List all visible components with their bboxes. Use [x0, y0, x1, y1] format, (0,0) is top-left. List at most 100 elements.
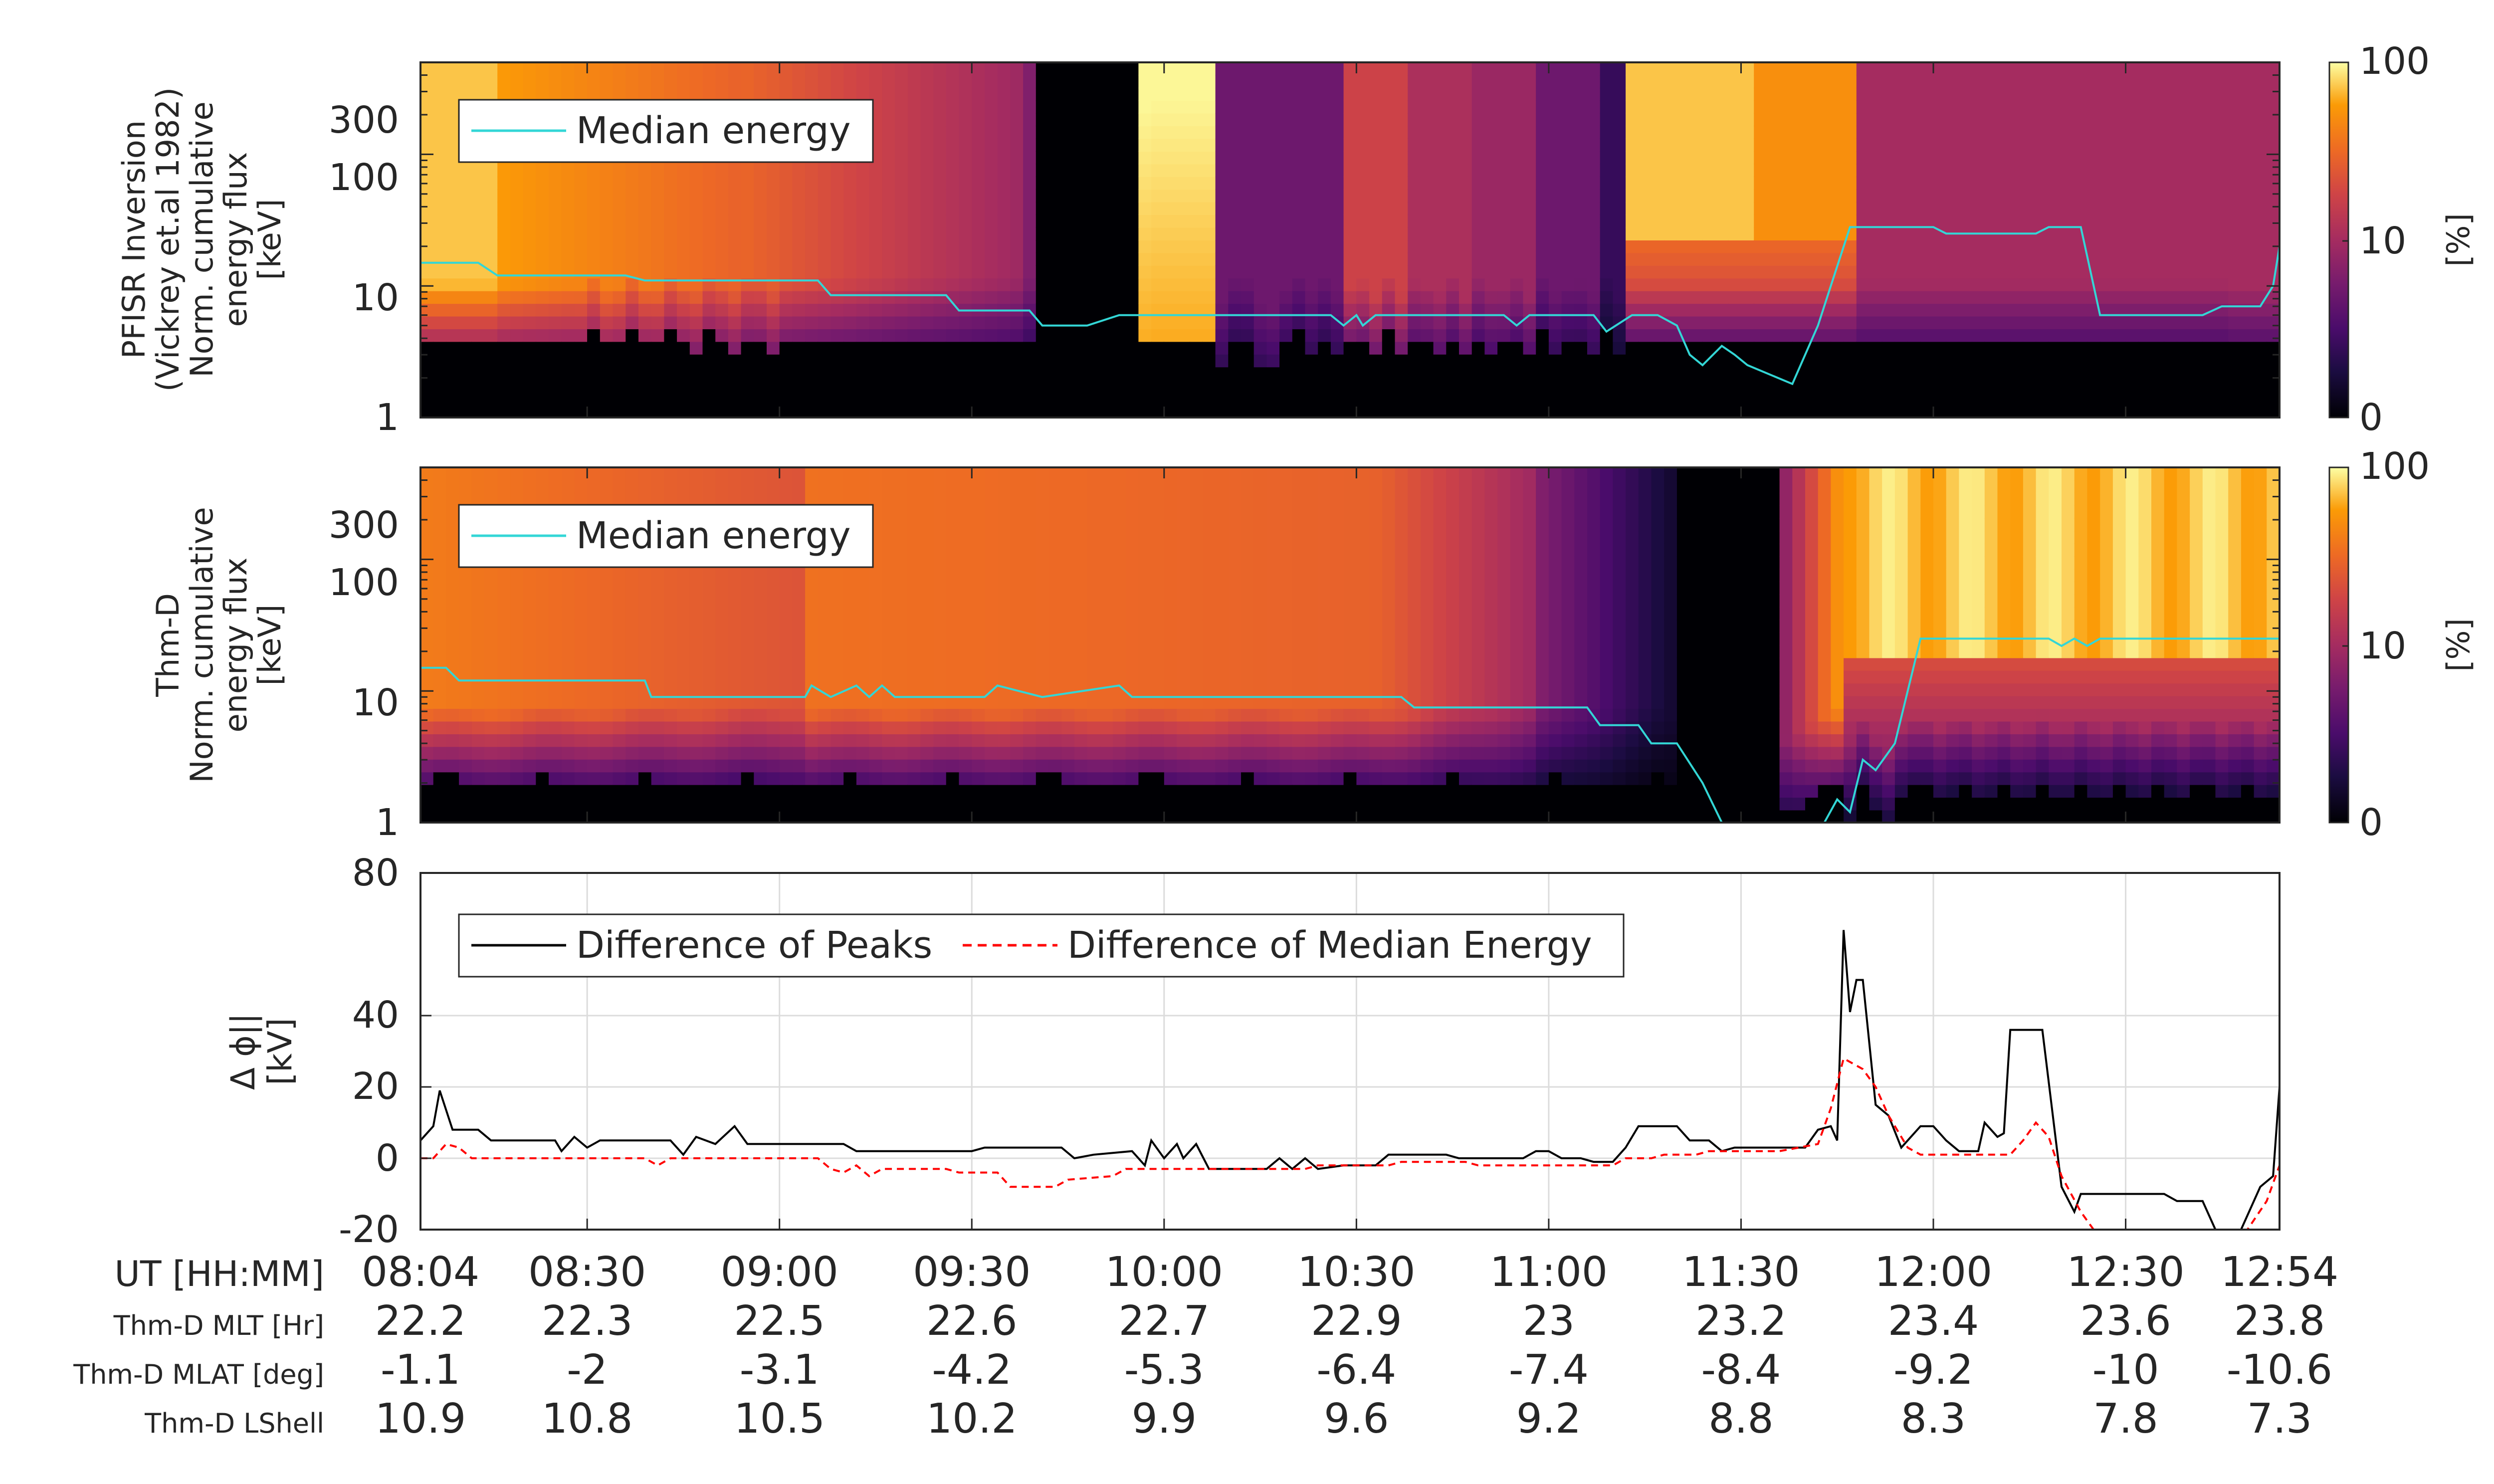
- heatmap-cell: [2010, 303, 2024, 317]
- heatmap-cell: [1907, 354, 1921, 368]
- heatmap-cell: [2010, 75, 2024, 88]
- heatmap-cell: [1766, 138, 1780, 152]
- heatmap-cell: [1626, 290, 1639, 304]
- heatmap-cell: [1626, 189, 1639, 203]
- heatmap-cell: [420, 797, 434, 811]
- heatmap-cell: [1510, 62, 1524, 76]
- heatmap-cell: [2010, 252, 2024, 266]
- heatmap-cell: [1100, 329, 1113, 342]
- heatmap-cell: [1676, 379, 1690, 393]
- heatmap-cell: [741, 492, 755, 506]
- heatmap-cell: [2049, 214, 2062, 228]
- heatmap-cell: [1844, 151, 1857, 165]
- heatmap-cell: [433, 367, 447, 380]
- heatmap-cell: [2062, 278, 2075, 291]
- heatmap-cell: [613, 367, 626, 380]
- heatmap-cell: [1356, 303, 1370, 317]
- heatmap-cell: [1241, 278, 1254, 291]
- heatmap-cell: [933, 151, 947, 165]
- heatmap-cell: [459, 87, 472, 101]
- heatmap-cell: [459, 492, 472, 506]
- heatmap-cell: [1356, 100, 1370, 114]
- heatmap-cell: [728, 202, 742, 215]
- heatmap-cell: [459, 202, 472, 215]
- heatmap-cell: [1164, 113, 1178, 127]
- heatmap-cell: [2241, 62, 2255, 76]
- heatmap-cell: [1382, 392, 1396, 406]
- heatmap-cell: [1023, 87, 1037, 101]
- heatmap-cell: [1164, 367, 1178, 380]
- heatmap-cell: [702, 405, 716, 418]
- heatmap-cell: [1202, 290, 1216, 304]
- heatmap-cell: [1202, 265, 1216, 279]
- heatmap-cell: [1676, 252, 1690, 266]
- heatmap-cell: [433, 620, 447, 633]
- heatmap-cell: [818, 392, 831, 406]
- heatmap-cell: [1151, 100, 1165, 114]
- heatmap-cell: [1984, 405, 1998, 418]
- heatmap-cell: [754, 164, 767, 177]
- heatmap-cell: [972, 164, 985, 177]
- heatmap-cell: [2100, 329, 2113, 342]
- heatmap-cell: [677, 354, 690, 368]
- heatmap-cell: [446, 569, 460, 582]
- heatmap-cell: [2254, 202, 2268, 215]
- heatmap-cell: [664, 607, 678, 621]
- heatmap-cell: [1292, 252, 1306, 266]
- heatmap-cell: [651, 594, 665, 608]
- heatmap-cell: [741, 772, 755, 785]
- heatmap-cell: [1779, 354, 1793, 368]
- heatmap-cell: [1523, 329, 1537, 342]
- heatmap-cell: [1728, 126, 1742, 139]
- heatmap-cell: [433, 265, 447, 279]
- heatmap-cell: [754, 670, 767, 684]
- heatmap-cell: [831, 227, 844, 240]
- heatmap-cell: [779, 252, 793, 266]
- heatmap-cell: [805, 252, 819, 266]
- heatmap-cell: [715, 670, 729, 684]
- heatmap-cell: [2151, 214, 2165, 228]
- heatmap-cell: [536, 594, 549, 608]
- heatmap-cell: [1728, 113, 1742, 127]
- heatmap-cell: [1202, 164, 1216, 177]
- heatmap-cell: [997, 392, 1011, 406]
- heatmap-cell: [2241, 87, 2255, 101]
- heatmap-cell: [1023, 290, 1037, 304]
- heatmap-cell: [638, 695, 652, 709]
- heatmap-cell: [1882, 405, 1895, 418]
- heatmap-cell: [1959, 265, 1973, 279]
- heatmap-cell: [2023, 252, 2037, 266]
- heatmap-cell: [664, 367, 678, 380]
- heatmap-cell: [433, 316, 447, 329]
- heatmap-cell: [497, 620, 511, 633]
- heatmap-cell: [882, 62, 895, 76]
- heatmap-cell: [1651, 202, 1665, 215]
- heatmap-cell: [1138, 227, 1152, 240]
- heatmap-cell: [1253, 227, 1267, 240]
- heatmap-cell: [728, 620, 742, 633]
- heatmap-cell: [651, 632, 665, 645]
- heatmap-cell: [1805, 87, 1819, 101]
- heatmap-cell: [1471, 75, 1485, 88]
- heatmap-cell: [433, 290, 447, 304]
- heatmap-cell: [1920, 329, 1934, 342]
- heatmap-cell: [1471, 87, 1485, 101]
- heatmap-cell: [1869, 341, 1883, 355]
- heatmap-cell: [869, 62, 883, 76]
- heatmap-cell: [972, 405, 985, 418]
- heatmap-cell: [613, 759, 626, 773]
- heatmap-cell: [767, 227, 780, 240]
- heatmap-cell: [1548, 278, 1562, 291]
- heatmap-cell: [497, 240, 511, 253]
- heatmap-cell: [523, 290, 537, 304]
- heatmap-cell: [1228, 392, 1242, 406]
- heatmap-cell: [1766, 202, 1780, 215]
- heatmap-cell: [1997, 75, 2011, 88]
- heatmap-cell: [1766, 189, 1780, 203]
- heatmap-cell: [1831, 75, 1845, 88]
- heatmap-cell: [1754, 62, 1767, 76]
- heatmap-cell: [1202, 240, 1216, 253]
- heatmap-cell: [831, 265, 844, 279]
- heatmap-cell: [792, 759, 806, 773]
- heatmap-cell: [2138, 278, 2152, 291]
